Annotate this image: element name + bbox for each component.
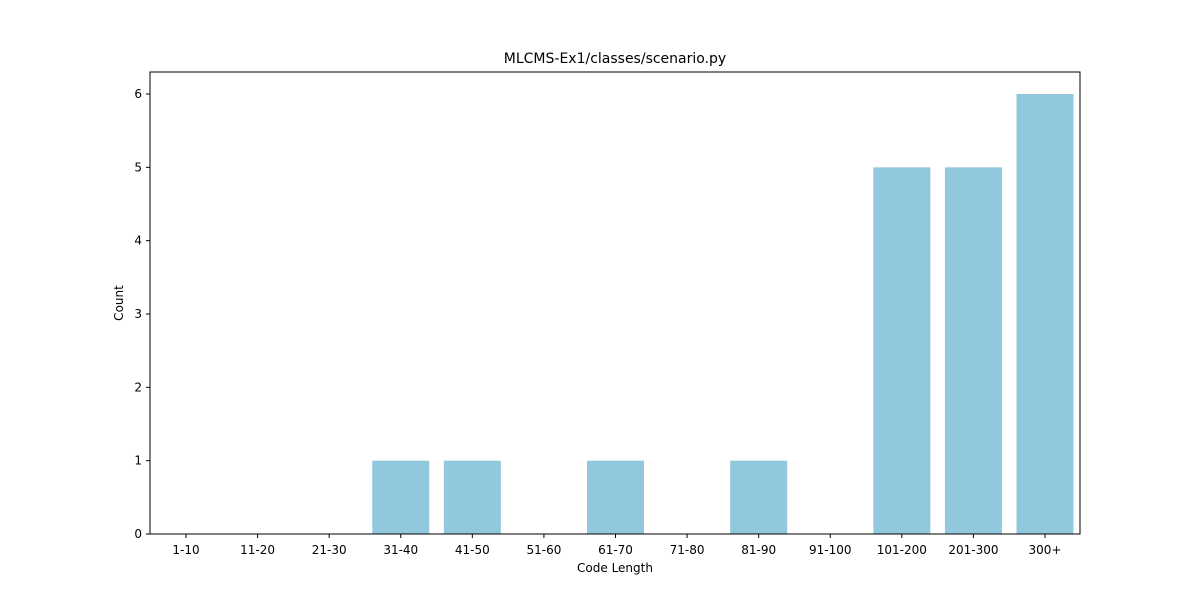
y-tick-label: 2 <box>134 380 142 394</box>
bar-61-70 <box>587 461 644 534</box>
x-tick-label: 71-80 <box>670 543 705 557</box>
bar-41-50 <box>444 461 501 534</box>
bars-group <box>372 94 1073 534</box>
y-axis-ticks: 0 1 2 3 4 5 6 <box>134 87 150 541</box>
x-tick-label: 11-20 <box>240 543 275 557</box>
y-tick-label: 0 <box>134 527 142 541</box>
x-tick-label: 21-30 <box>312 543 347 557</box>
x-tick-label: 201-300 <box>948 543 998 557</box>
bar-81-90 <box>730 461 787 534</box>
bar-300+ <box>1017 94 1074 534</box>
y-axis-label: Count <box>112 285 126 321</box>
x-tick-label: 51-60 <box>526 543 561 557</box>
bar-201-300 <box>945 167 1002 534</box>
y-tick-label: 4 <box>134 234 142 248</box>
x-tick-label: 81-90 <box>741 543 776 557</box>
y-tick-label: 3 <box>134 307 142 321</box>
x-tick-label: 101-200 <box>877 543 927 557</box>
x-axis-label: Code Length <box>577 561 653 575</box>
y-tick-label: 1 <box>134 454 142 468</box>
x-tick-label: 61-70 <box>598 543 633 557</box>
y-tick-label: 6 <box>134 87 142 101</box>
y-tick-label: 5 <box>134 160 142 174</box>
x-tick-label: 300+ <box>1029 543 1062 557</box>
bar-31-40 <box>372 461 429 534</box>
x-tick-label: 91-100 <box>809 543 852 557</box>
x-tick-label: 1-10 <box>172 543 199 557</box>
bar-101-200 <box>873 167 930 534</box>
x-tick-label: 31-40 <box>383 543 418 557</box>
chart-title: MLCMS-Ex1/classes/scenario.py <box>504 51 726 67</box>
x-axis-ticks: 1-10 11-20 21-30 31-40 41-50 51-60 61-70 71-80 8… <box>172 534 1061 557</box>
x-tick-label: 41-50 <box>455 543 490 557</box>
